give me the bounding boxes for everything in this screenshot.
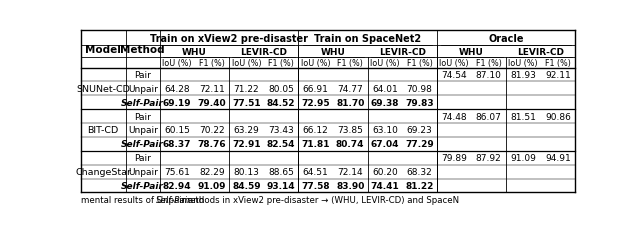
Text: 74.48: 74.48: [441, 112, 467, 121]
Text: mental results of Unpair and: mental results of Unpair and: [81, 195, 207, 204]
Text: Method: Method: [120, 44, 165, 54]
Text: 91.09: 91.09: [510, 154, 536, 162]
Text: LEVIR-CD: LEVIR-CD: [240, 48, 287, 56]
Text: 72.95: 72.95: [301, 98, 330, 107]
Text: 79.40: 79.40: [197, 98, 226, 107]
Text: IoU (%): IoU (%): [439, 58, 469, 68]
Text: 90.86: 90.86: [545, 112, 571, 121]
Text: 78.76: 78.76: [197, 140, 226, 149]
Text: 82.29: 82.29: [199, 168, 225, 176]
Text: 77.51: 77.51: [232, 98, 260, 107]
Text: F1 (%): F1 (%): [406, 58, 433, 68]
Text: Train on SpaceNet2: Train on SpaceNet2: [314, 34, 421, 43]
Text: Pair: Pair: [134, 112, 151, 121]
Text: 66.91: 66.91: [303, 84, 328, 94]
Text: 88.65: 88.65: [268, 168, 294, 176]
Text: methods in xView2 pre-disaster → (WHU, LEVIR-CD) and SpaceN: methods in xView2 pre-disaster → (WHU, L…: [179, 195, 460, 204]
Text: 74.41: 74.41: [371, 181, 399, 190]
Text: 63.10: 63.10: [372, 126, 398, 135]
Text: 86.07: 86.07: [476, 112, 502, 121]
Text: WHU: WHU: [459, 48, 484, 56]
Text: 77.29: 77.29: [405, 140, 434, 149]
Text: 63.29: 63.29: [234, 126, 259, 135]
Text: Self-Pair: Self-Pair: [121, 181, 164, 190]
Text: 79.89: 79.89: [441, 154, 467, 162]
Text: 73.43: 73.43: [268, 126, 294, 135]
Text: 72.91: 72.91: [232, 140, 260, 149]
Text: Pair: Pair: [134, 71, 151, 80]
Text: Train on xView2 pre-disaster: Train on xView2 pre-disaster: [150, 34, 308, 43]
Text: F1 (%): F1 (%): [476, 58, 502, 68]
Text: Unpair: Unpair: [128, 84, 157, 94]
Text: 77.58: 77.58: [301, 181, 330, 190]
Text: 69.38: 69.38: [371, 98, 399, 107]
Text: 74.54: 74.54: [441, 71, 467, 80]
Text: LEVIR-CD: LEVIR-CD: [379, 48, 426, 56]
Text: 87.10: 87.10: [476, 71, 502, 80]
Text: F1 (%): F1 (%): [268, 58, 294, 68]
Text: 79.83: 79.83: [405, 98, 434, 107]
Text: 70.22: 70.22: [199, 126, 225, 135]
Text: F1 (%): F1 (%): [545, 58, 571, 68]
Text: 72.14: 72.14: [337, 168, 363, 176]
Text: 64.51: 64.51: [303, 168, 328, 176]
Text: 72.11: 72.11: [199, 84, 225, 94]
Text: Pair: Pair: [134, 154, 151, 162]
Text: 82.54: 82.54: [267, 140, 295, 149]
Text: WHU: WHU: [182, 48, 207, 56]
Text: 67.04: 67.04: [371, 140, 399, 149]
Text: IoU (%): IoU (%): [301, 58, 330, 68]
Text: 81.51: 81.51: [510, 112, 536, 121]
Text: 81.22: 81.22: [405, 181, 434, 190]
Text: 75.61: 75.61: [164, 168, 190, 176]
Text: 71.22: 71.22: [234, 84, 259, 94]
Text: ChangeStar: ChangeStar: [76, 168, 131, 176]
Text: 68.32: 68.32: [406, 168, 433, 176]
Text: LEVIR-CD: LEVIR-CD: [517, 48, 564, 56]
Text: F1 (%): F1 (%): [337, 58, 363, 68]
Text: 84.59: 84.59: [232, 181, 260, 190]
Text: IoU (%): IoU (%): [509, 58, 538, 68]
Text: 83.90: 83.90: [336, 181, 364, 190]
Text: IoU (%): IoU (%): [370, 58, 399, 68]
Text: 64.01: 64.01: [372, 84, 397, 94]
Text: 60.15: 60.15: [164, 126, 190, 135]
Text: 81.93: 81.93: [510, 71, 536, 80]
Text: 66.12: 66.12: [303, 126, 328, 135]
Text: 68.37: 68.37: [163, 140, 191, 149]
Text: 80.13: 80.13: [234, 168, 259, 176]
Text: 87.92: 87.92: [476, 154, 502, 162]
Text: 80.05: 80.05: [268, 84, 294, 94]
Text: 80.74: 80.74: [336, 140, 364, 149]
Text: Unpair: Unpair: [128, 126, 157, 135]
Text: 92.11: 92.11: [545, 71, 571, 80]
Text: Self-Pair: Self-Pair: [156, 195, 191, 204]
Text: IoU (%): IoU (%): [232, 58, 261, 68]
Text: 81.70: 81.70: [336, 98, 364, 107]
Text: 74.77: 74.77: [337, 84, 363, 94]
Text: SNUNet-CD: SNUNet-CD: [76, 84, 130, 94]
Text: 91.09: 91.09: [198, 181, 226, 190]
Text: WHU: WHU: [321, 48, 346, 56]
Text: IoU (%): IoU (%): [163, 58, 192, 68]
Text: Unpair: Unpair: [128, 168, 157, 176]
Text: 69.23: 69.23: [406, 126, 433, 135]
Text: 60.20: 60.20: [372, 168, 397, 176]
Text: 70.98: 70.98: [406, 84, 433, 94]
Text: 71.81: 71.81: [301, 140, 330, 149]
Text: 64.28: 64.28: [164, 84, 190, 94]
Text: 84.52: 84.52: [267, 98, 295, 107]
Text: 93.14: 93.14: [267, 181, 295, 190]
Text: Self-Pair: Self-Pair: [121, 98, 164, 107]
Text: 82.94: 82.94: [163, 181, 191, 190]
Text: Oracle: Oracle: [488, 34, 524, 43]
Text: 73.85: 73.85: [337, 126, 363, 135]
Text: F1 (%): F1 (%): [199, 58, 225, 68]
Text: 94.91: 94.91: [545, 154, 571, 162]
Text: 69.19: 69.19: [163, 98, 191, 107]
Text: Model: Model: [85, 44, 121, 54]
Text: Self-Pair: Self-Pair: [121, 140, 164, 149]
Text: BIT-CD: BIT-CD: [88, 126, 119, 135]
